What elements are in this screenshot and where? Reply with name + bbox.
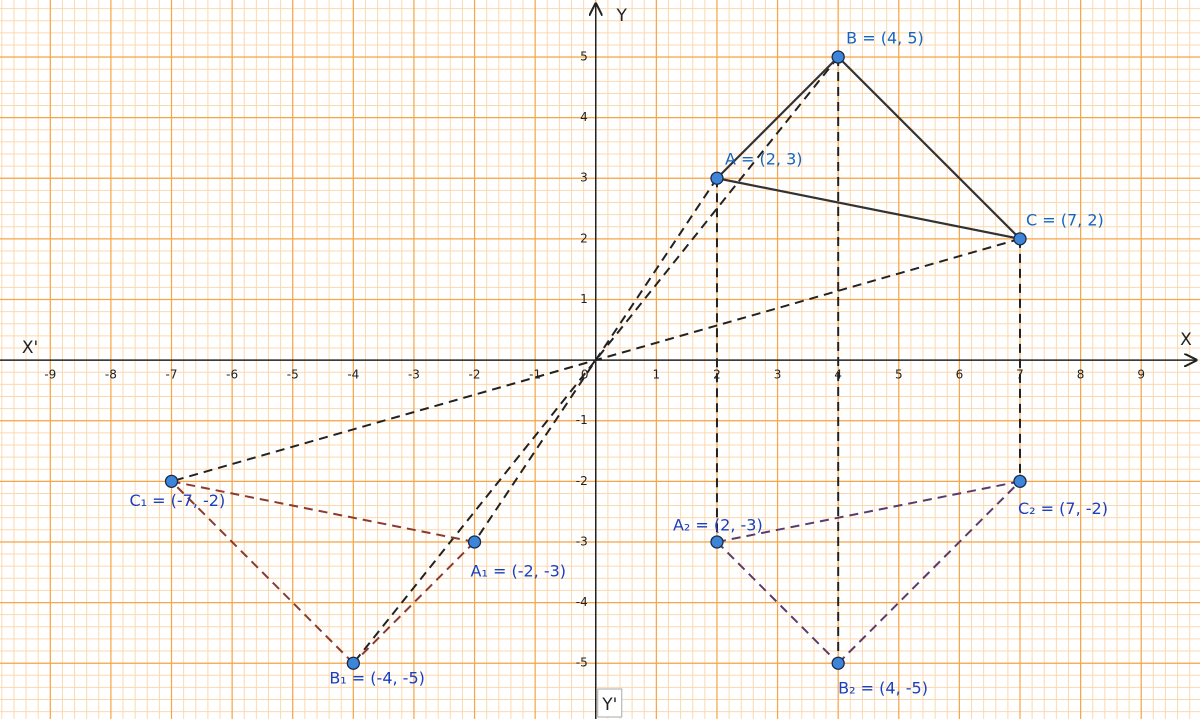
point (831, 50, 845, 64)
y-tick-label: -3 (576, 534, 588, 548)
x-tick-label: -3 (408, 368, 420, 382)
point-label: A = (2, 3) (725, 150, 803, 169)
point (164, 474, 179, 489)
y-neg-axis-label: Y' (601, 695, 617, 715)
y-tick-label: -2 (576, 474, 588, 488)
y-tick-label: -5 (576, 656, 588, 670)
axes: -9-8-7-6-5-4-3-2-10123456789-5-4-3-2-112… (0, 4, 1196, 719)
x-tick-label: -6 (226, 368, 238, 382)
x-tick-label: -5 (287, 368, 299, 382)
x-tick-label: -9 (44, 368, 56, 382)
segment (171, 480, 475, 543)
point-label: C₁ = (-7, -2) (130, 491, 226, 510)
segment (837, 480, 1021, 664)
x-neg-axis-label: X' (22, 338, 38, 358)
segment (171, 237, 1021, 483)
point-label: A₂ = (2, -3) (673, 515, 763, 534)
x-tick-label: -7 (166, 368, 178, 382)
point-label: C = (7, 2) (1026, 210, 1104, 229)
segment (837, 56, 1021, 240)
points: A = (2, 3) B = (4, 5) C = (7, 2) A₁ = (-2, … (130, 28, 1108, 697)
y-tick-label: 1 (580, 292, 588, 306)
point-label: A₁ = (-2, -3) (471, 561, 566, 580)
segment (716, 541, 839, 664)
point (710, 171, 724, 185)
segment (352, 541, 476, 664)
x-tick-label: 9 (1137, 368, 1145, 382)
segment (352, 56, 839, 664)
x-tick-label: 6 (956, 368, 964, 382)
point-label: B₁ = (-4, -5) (329, 669, 425, 688)
x-tick-label: 8 (1077, 368, 1085, 382)
y-tick-label: 3 (580, 171, 588, 185)
segment (716, 177, 1021, 240)
point (467, 535, 482, 549)
y-tick-label: 5 (580, 49, 588, 63)
point (1013, 232, 1027, 246)
point (710, 535, 724, 549)
point (346, 656, 360, 670)
y-tick-label: 2 (580, 231, 588, 245)
y-neg-label-box (597, 688, 623, 718)
segments (170, 56, 1021, 664)
y-tick-label: -1 (576, 413, 588, 427)
point-label: C₂ = (7, -2) (1018, 499, 1108, 518)
x-tick-label: -2 (469, 368, 481, 382)
x-tick-label: -8 (105, 368, 117, 382)
y-tick-label: -4 (576, 595, 588, 609)
segment (716, 480, 1021, 543)
x-tick-label: -1 (529, 368, 541, 382)
segment (716, 56, 839, 180)
x-tick-label: 1 (653, 368, 661, 382)
x-tick-label: 3 (774, 368, 782, 382)
segment (170, 480, 355, 664)
x-tick-label: 5 (895, 368, 903, 382)
x-axis-label: X (1180, 330, 1192, 350)
point-label: B₂ = (4, -5) (838, 679, 928, 698)
y-tick-label: 4 (580, 110, 588, 124)
point (831, 656, 845, 670)
y-axis-label: Y (616, 6, 628, 26)
point-label: B = (4, 5) (846, 28, 924, 47)
point (1013, 474, 1027, 489)
x-tick-label: -4 (347, 368, 359, 382)
